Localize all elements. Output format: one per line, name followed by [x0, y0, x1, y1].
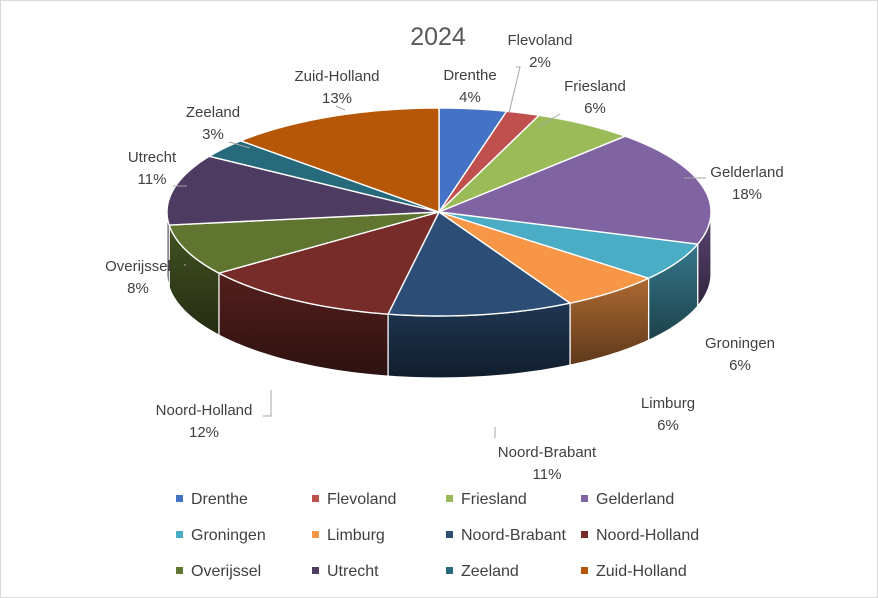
legend-label: Overijssel — [191, 563, 261, 580]
legend-swatch — [312, 567, 319, 574]
legend-item-gelderland[interactable]: Gelderland — [581, 491, 674, 508]
legend-swatch — [581, 495, 588, 502]
slice-noord-brabant[interactable] — [387, 211, 571, 317]
leader-line-friesland — [537, 113, 561, 128]
slice-groningen[interactable] — [438, 211, 699, 279]
legend-label: Noord-Brabant — [461, 527, 567, 544]
data-percent-flevoland: 2% — [529, 54, 551, 71]
legend-item-overijssel[interactable]: Overijssel — [176, 563, 261, 580]
legend-swatch — [312, 495, 319, 502]
legend-item-friesland[interactable]: Friesland — [446, 491, 527, 508]
data-label-overijssel: Overijssel — [105, 258, 171, 275]
data-label-drenthe: Drenthe — [443, 67, 496, 84]
data-label-utrecht: Utrecht — [128, 149, 177, 166]
legend-swatch — [581, 531, 588, 538]
legend: Drenthe Flevoland Friesland Gelderland Groni… — [176, 491, 699, 580]
legend-label: Flevoland — [327, 491, 396, 508]
legend-label: Noord-Holland — [596, 527, 699, 544]
slice-limburg[interactable] — [438, 211, 650, 304]
legend-label: Drenthe — [191, 491, 248, 508]
data-label-flevoland: Flevoland — [507, 32, 572, 49]
legend-item-utrecht[interactable]: Utrecht — [312, 563, 379, 580]
slice-zuid-holland[interactable] — [240, 107, 440, 213]
legend-swatch — [446, 531, 453, 538]
data-percent-noord-holland: 12% — [189, 424, 219, 441]
legend-label: Utrecht — [327, 563, 379, 580]
leader-lines — [173, 66, 706, 438]
pie-tops — [166, 107, 712, 317]
legend-swatch — [581, 567, 588, 574]
data-label-groningen: Groningen — [705, 335, 775, 352]
legend-label: Friesland — [461, 491, 527, 508]
data-percent-friesland: 6% — [584, 100, 606, 117]
slice-overijssel[interactable] — [168, 211, 440, 274]
data-label-limburg: Limburg — [641, 395, 695, 412]
chart-title: 2024 — [410, 23, 466, 51]
legend-swatch — [176, 495, 183, 502]
leader-line-zeeland — [228, 141, 251, 149]
legend-item-noord-holland[interactable]: Noord-Holland — [581, 527, 699, 544]
legend-label: Groningen — [191, 527, 266, 544]
legend-item-drenthe[interactable]: Drenthe — [176, 491, 248, 508]
data-percent-utrecht: 11% — [138, 171, 167, 188]
slice-zeeland[interactable] — [208, 140, 440, 213]
legend-label: Zeeland — [461, 563, 519, 580]
data-percent-drenthe: 4% — [459, 89, 481, 106]
legend-swatch — [176, 531, 183, 538]
data-label-noord-holland: Noord-Holland — [156, 402, 253, 419]
slice-gelderland[interactable] — [438, 135, 712, 245]
legend-swatch — [312, 531, 319, 538]
legend-label: Limburg — [327, 527, 385, 544]
data-percent-groningen: 6% — [729, 357, 751, 374]
data-percent-zuid-holland: 13% — [322, 90, 352, 107]
data-labels: Drenthe 4% Flevoland 2% Friesland 6% Gelderlan… — [105, 32, 784, 483]
data-label-noord-brabant: Noord-Brabant — [498, 444, 597, 461]
data-label-zeeland: Zeeland — [186, 104, 240, 121]
legend-item-limburg[interactable]: Limburg — [312, 527, 385, 544]
pie-sides — [166, 211, 712, 379]
data-percent-noord-brabant: 11% — [533, 466, 562, 483]
leader-line-zuid-holland — [335, 105, 346, 111]
legend-item-flevoland[interactable]: Flevoland — [312, 491, 396, 508]
data-percent-overijssel: 8% — [127, 280, 149, 297]
data-percent-limburg: 6% — [657, 417, 679, 434]
legend-swatch — [446, 495, 453, 502]
legend-swatch — [446, 567, 453, 574]
legend-label: Zuid-Holland — [596, 563, 687, 580]
legend-item-groningen[interactable]: Groningen — [176, 527, 266, 544]
legend-swatch — [176, 567, 183, 574]
legend-item-noord-brabant[interactable]: Noord-Brabant — [446, 527, 567, 544]
legend-item-zeeland[interactable]: Zeeland — [446, 563, 519, 580]
data-label-friesland: Friesland — [564, 78, 626, 95]
data-label-gelderland: Gelderland — [710, 164, 783, 181]
leader-line-noord-holland — [263, 390, 272, 417]
slice-flevoland[interactable] — [438, 110, 540, 213]
legend-label: Gelderland — [596, 491, 674, 508]
data-percent-gelderland: 18% — [732, 186, 762, 203]
data-percent-zeeland: 3% — [202, 126, 224, 143]
slice-utrecht[interactable] — [166, 155, 440, 226]
leader-line-flevoland — [508, 66, 521, 114]
slice-noord-holland[interactable] — [218, 211, 440, 315]
data-label-zuid-holland: Zuid-Holland — [294, 68, 379, 85]
legend-item-zuid-holland[interactable]: Zuid-Holland — [581, 563, 687, 580]
